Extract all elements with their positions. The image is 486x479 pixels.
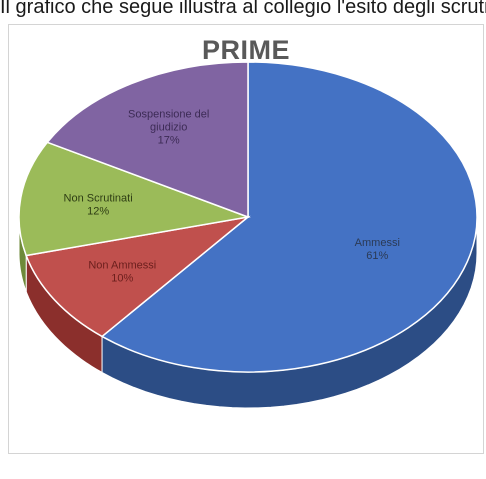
slice-value-label: 17%: [158, 134, 180, 146]
slice-category-label: Non Ammessi: [88, 260, 156, 272]
slice-category-label: giudizio: [150, 121, 187, 133]
pie-slice-non-scrutinati: [18, 141, 251, 257]
pie-slice-non-ammessi: [25, 215, 251, 338]
pie-slice-ammessi: [100, 61, 478, 373]
pie-slice-sospensione-del-giudizio: [46, 61, 249, 219]
slice-category-label: Non Scrutinati: [64, 193, 133, 205]
slice-value-label: 10%: [111, 273, 133, 285]
slice-value-label: 61%: [366, 250, 388, 262]
chart-title: PRIME: [201, 35, 290, 65]
slice-value-label: 12%: [87, 206, 109, 218]
pie-tops: [18, 61, 478, 373]
slice-category-label: Sospensione del: [128, 108, 209, 120]
chart-container: PRIME Ammessi 61% Non Ammessi 10% Non Scruti…: [8, 24, 484, 454]
top-caption: Il grafico che segue illustra al collegi…: [0, 0, 486, 18]
slice-category-label: Ammessi: [355, 237, 400, 249]
